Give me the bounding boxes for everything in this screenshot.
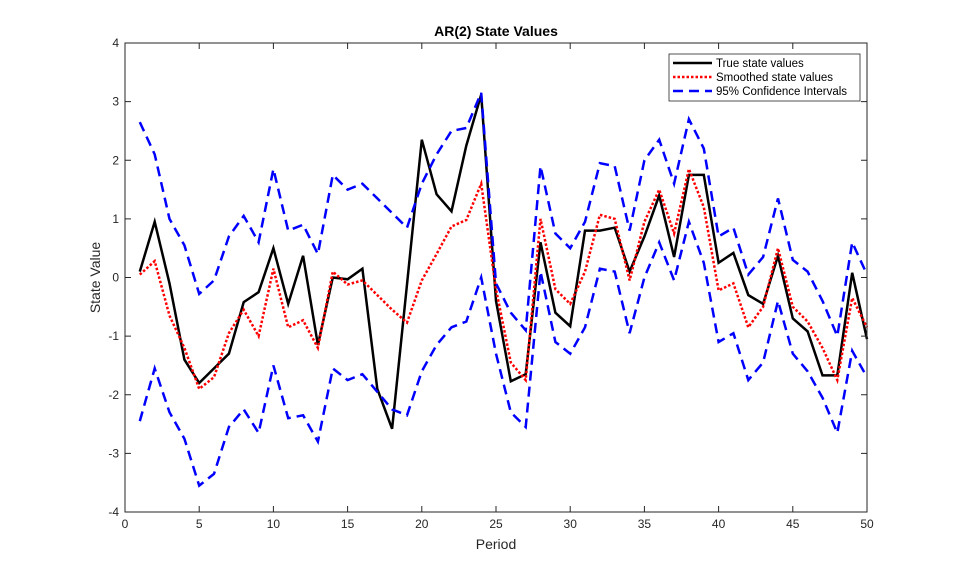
y-tick-label: -3 (108, 446, 119, 460)
y-axis: -4 -3 -2 -1 0 1 2 3 4 (108, 36, 867, 519)
ci-upper-line (138, 92, 869, 341)
x-tick-label: 35 (638, 517, 652, 531)
x-tick-label: 15 (341, 517, 355, 531)
x-axis-label: Period (476, 536, 516, 552)
y-tick-label: -4 (108, 505, 119, 519)
true-state-line (138, 94, 869, 430)
x-tick-label: 5 (196, 517, 203, 531)
y-tick-label: 4 (112, 36, 119, 50)
y-tick-label: 1 (112, 212, 119, 226)
plot-lines (138, 92, 869, 488)
legend-label-smoothed: Smoothed state values (716, 72, 833, 84)
x-tick-label: 30 (564, 517, 578, 531)
y-tick-label: 0 (112, 271, 119, 285)
x-tick-label: 40 (712, 517, 726, 531)
smoothed-state-line (138, 164, 869, 391)
ci-lower-line (138, 217, 869, 488)
x-tick-label: 20 (415, 517, 429, 531)
x-tick-label: 50 (860, 517, 874, 531)
y-tick-label: 3 (112, 95, 119, 109)
y-axis-label: State Value (87, 242, 103, 314)
y-tick-label: -2 (108, 388, 119, 402)
legend-label-true: True state values (716, 58, 804, 70)
y-tick-label: 2 (112, 153, 119, 167)
legend-label-ci: 95% Confidence Intervals (716, 86, 847, 98)
x-tick-label: 0 (122, 517, 129, 531)
legend: True state values Smoothed state values … (668, 53, 861, 102)
x-tick-label: 25 (489, 517, 503, 531)
y-tick-label: -1 (108, 329, 119, 343)
x-tick-label: 45 (786, 517, 800, 531)
x-axis: 0 5 10 15 20 25 30 35 40 45 50 (122, 43, 874, 531)
x-tick-label: 10 (267, 517, 281, 531)
chart-title: AR(2) State Values (434, 23, 558, 39)
